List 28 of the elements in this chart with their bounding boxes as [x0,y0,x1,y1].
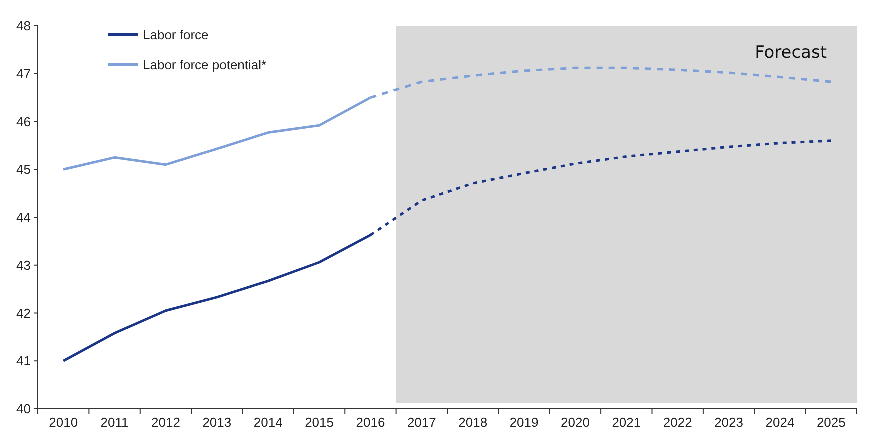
x-tick-label: 2018 [458,415,488,430]
x-tick-label: 2013 [202,415,232,430]
y-tick-label: 45 [16,162,31,178]
x-tick-label: 2016 [356,415,386,430]
y-tick-label: 42 [16,306,31,321]
y-tick-label: 48 [16,18,31,34]
y-tick-label: 40 [16,402,31,417]
y-tick-label: 44 [16,210,31,226]
x-tick-label: 2014 [254,415,283,430]
x-tick-label: 2025 [816,415,846,430]
x-tick-label: 2022 [663,415,692,430]
y-tick-label: 46 [16,114,31,130]
x-tick-label: 2015 [305,415,334,430]
x-tick-label: 2020 [561,415,590,430]
y-tick-label: 41 [16,354,31,369]
y-tick-label: 47 [16,66,31,82]
x-tick-label: 2019 [510,415,539,430]
legend-label: Labor force [143,28,209,43]
x-tick-label: 2010 [49,415,78,430]
y-tick-label: 43 [16,258,31,273]
x-tick-label: 2024 [766,415,795,430]
x-tick-label: 2017 [407,415,436,430]
x-tick-label: 2023 [714,415,744,430]
x-tick-label: 2021 [612,415,642,430]
legend-label: Labor force potential* [143,58,267,73]
x-tick-label: 2011 [100,415,129,430]
x-tick-label: 2012 [152,415,180,430]
band-label: Forecast [755,43,828,63]
